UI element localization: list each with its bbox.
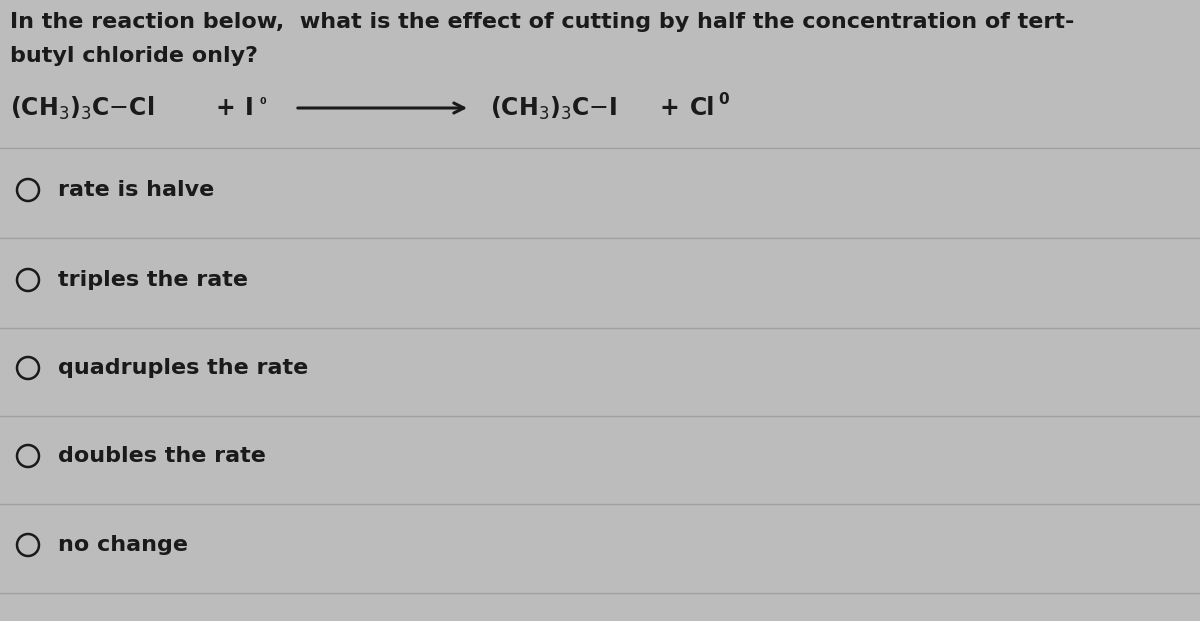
Text: triples the rate: triples the rate [58,270,248,290]
Text: +: + [215,96,235,120]
Text: butyl chloride only?: butyl chloride only? [10,46,258,66]
Text: In the reaction below,  what is the effect of cutting by half the concentration : In the reaction below, what is the effec… [10,12,1074,32]
Text: Cl: Cl [690,96,715,120]
Text: (CH$_3$)$_3$C$-$I: (CH$_3$)$_3$C$-$I [490,94,617,122]
Text: quadruples the rate: quadruples the rate [58,358,308,378]
Text: I: I [245,96,253,120]
Text: rate is halve: rate is halve [58,180,215,200]
Text: +: + [660,96,679,120]
Text: (CH$_3$)$_3$C$-$Cl: (CH$_3$)$_3$C$-$Cl [10,94,155,122]
Text: ₀: ₀ [260,91,266,106]
Text: 0: 0 [718,91,728,106]
Text: no change: no change [58,535,188,555]
Text: doubles the rate: doubles the rate [58,446,266,466]
